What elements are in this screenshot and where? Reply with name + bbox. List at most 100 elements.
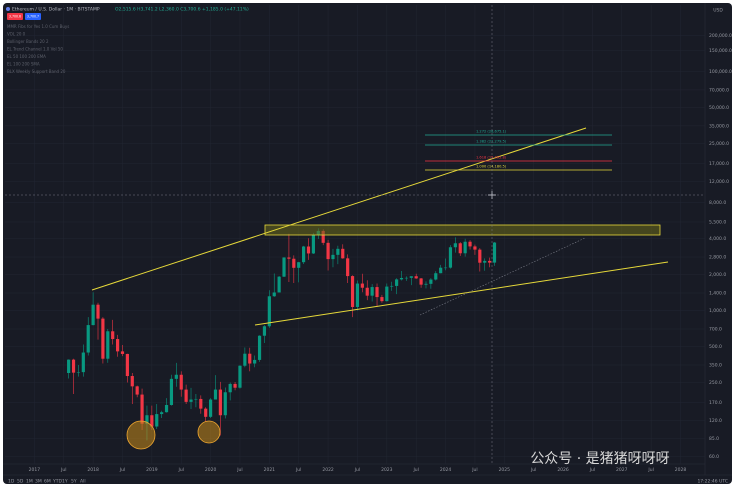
legend: Ethereum / U.S. Dollar · 1M · BITSTAMP O… — [6, 7, 249, 20]
y-tick-label: 120.0 — [709, 418, 722, 424]
fib-label: 1.272 (28,675.1) — [476, 130, 507, 134]
range-button[interactable]: 1Y — [62, 479, 68, 485]
candle-body — [306, 246, 311, 254]
candle-body — [302, 246, 306, 263]
candle-body — [262, 326, 267, 336]
indicator-label: BLX Weekly Support Band 20 — [7, 69, 66, 74]
currency: USD — [713, 8, 723, 14]
resistance-band — [264, 224, 661, 236]
candle-body — [96, 304, 100, 319]
candle-body — [111, 331, 115, 340]
y-tick-label: 250.0 — [709, 380, 722, 386]
indicator-label: Bollinger Bands 20 2 — [7, 39, 49, 44]
dotted-projection — [419, 237, 586, 316]
candle-body — [483, 260, 487, 263]
candle-body — [380, 297, 384, 302]
x-tick-label: Jul — [178, 467, 184, 473]
candle-body — [341, 248, 345, 259]
candle-body — [164, 404, 169, 413]
x-tick-label: 2022 — [322, 467, 334, 473]
buy-button[interactable] — [25, 13, 41, 20]
upper-trend-line — [91, 127, 587, 291]
candle-body — [375, 287, 379, 298]
fib-label: 1.000 (14,180.5) — [476, 165, 507, 169]
x-tick-label: Jul — [119, 467, 125, 473]
bottom-marker — [126, 420, 156, 450]
candle-body — [468, 241, 472, 247]
x-tick-label: Jul — [589, 467, 595, 473]
candle-body — [194, 398, 198, 400]
range-button[interactable]: All — [80, 479, 86, 485]
y-tick-label: 25,000.0 — [709, 141, 729, 147]
candle-body — [86, 325, 90, 353]
range-button[interactable]: 1D — [8, 479, 15, 485]
candle-body — [169, 378, 174, 405]
drawings: 1.272 (28,675.1) 1.382 (22,279.5) 1.618 … — [5, 5, 705, 464]
candle-body — [331, 254, 335, 260]
candle-body — [135, 386, 139, 395]
candle-body — [253, 359, 257, 364]
y-tick-label: 12,000.0 — [709, 179, 729, 185]
ohlc-values: O2,515.6 H3,741.2 L2,360.0 C3,700.6 +1,1… — [115, 7, 249, 13]
x-tick-label: Jul — [471, 467, 477, 473]
y-tick-label: 85.0 — [709, 436, 719, 442]
candle-body — [463, 241, 467, 254]
candle-body — [155, 414, 159, 427]
candle-body — [233, 383, 237, 388]
candle-body — [130, 376, 134, 387]
candle-body — [209, 399, 213, 417]
candle-body — [101, 318, 105, 359]
buy-price: 3,700.7 — [27, 15, 39, 19]
indicator-label: EL 50 100 200 EMA — [7, 54, 46, 59]
candle-body — [76, 372, 81, 373]
candle-body — [145, 415, 149, 424]
clock: 17:22:46 UTC — [697, 479, 728, 485]
candle-body — [115, 339, 120, 352]
x-tick-label: Jul — [354, 467, 360, 473]
y-tick-label: 2,000.0 — [709, 272, 726, 278]
candle-body — [311, 234, 315, 254]
candle-body — [360, 283, 364, 288]
candle-body — [297, 262, 301, 268]
x-tick-label: 2027 — [616, 467, 628, 473]
indicator-list: MMR Fibs for Yes 1.0 Cum Buys VOL 20 0 Bol… — [7, 24, 69, 74]
range-button[interactable]: YTD — [52, 479, 62, 485]
x-tick-label: 2018 — [87, 467, 99, 473]
y-tick-label: 200,000.0 — [709, 33, 732, 39]
range-button[interactable]: 3M — [35, 479, 42, 485]
candle-body — [326, 242, 330, 260]
candle-body — [223, 392, 227, 416]
symbol-title: Ethereum / U.S. Dollar · 1M · BITSTAMP — [12, 7, 100, 13]
range-button[interactable]: 1M — [26, 479, 33, 485]
y-tick-label: 4,000.0 — [709, 236, 726, 242]
candle-body — [321, 230, 325, 243]
y-tick-label: 70,000.0 — [709, 87, 729, 93]
candle-body — [189, 399, 193, 402]
range-button[interactable]: 5D — [17, 479, 24, 485]
lower-trend-line — [254, 261, 669, 326]
indicator-label: EL Trend Channel 1.0 Vol 50 — [7, 47, 63, 52]
indicator-label: MMR Fibs for Yes 1.0 Cum Buys — [7, 24, 69, 29]
y-tick-label: 2,800.0 — [709, 255, 726, 261]
y-tick-label: 700.0 — [709, 327, 722, 333]
candle-body — [409, 276, 413, 278]
y-tick-label: 60.0 — [709, 454, 719, 460]
candle-body — [350, 276, 355, 307]
candle-body — [434, 273, 438, 280]
candle-body — [443, 267, 448, 269]
x-tick-label: Jul — [530, 467, 536, 473]
x-tick-label: 2024 — [440, 467, 452, 473]
range-button[interactable]: 5Y — [71, 479, 77, 485]
x-tick-label: 2020 — [205, 467, 217, 473]
candle-body — [120, 351, 125, 354]
sell-price: 3,700.6 — [9, 15, 21, 19]
candle-body — [160, 412, 164, 415]
candle-body — [243, 353, 247, 366]
range-button[interactable]: 6M — [44, 479, 51, 485]
candle-body — [390, 285, 394, 287]
candle-body — [204, 408, 208, 417]
candle-body — [287, 257, 291, 259]
x-tick-label: 2019 — [146, 467, 158, 473]
sell-button[interactable] — [7, 13, 23, 20]
